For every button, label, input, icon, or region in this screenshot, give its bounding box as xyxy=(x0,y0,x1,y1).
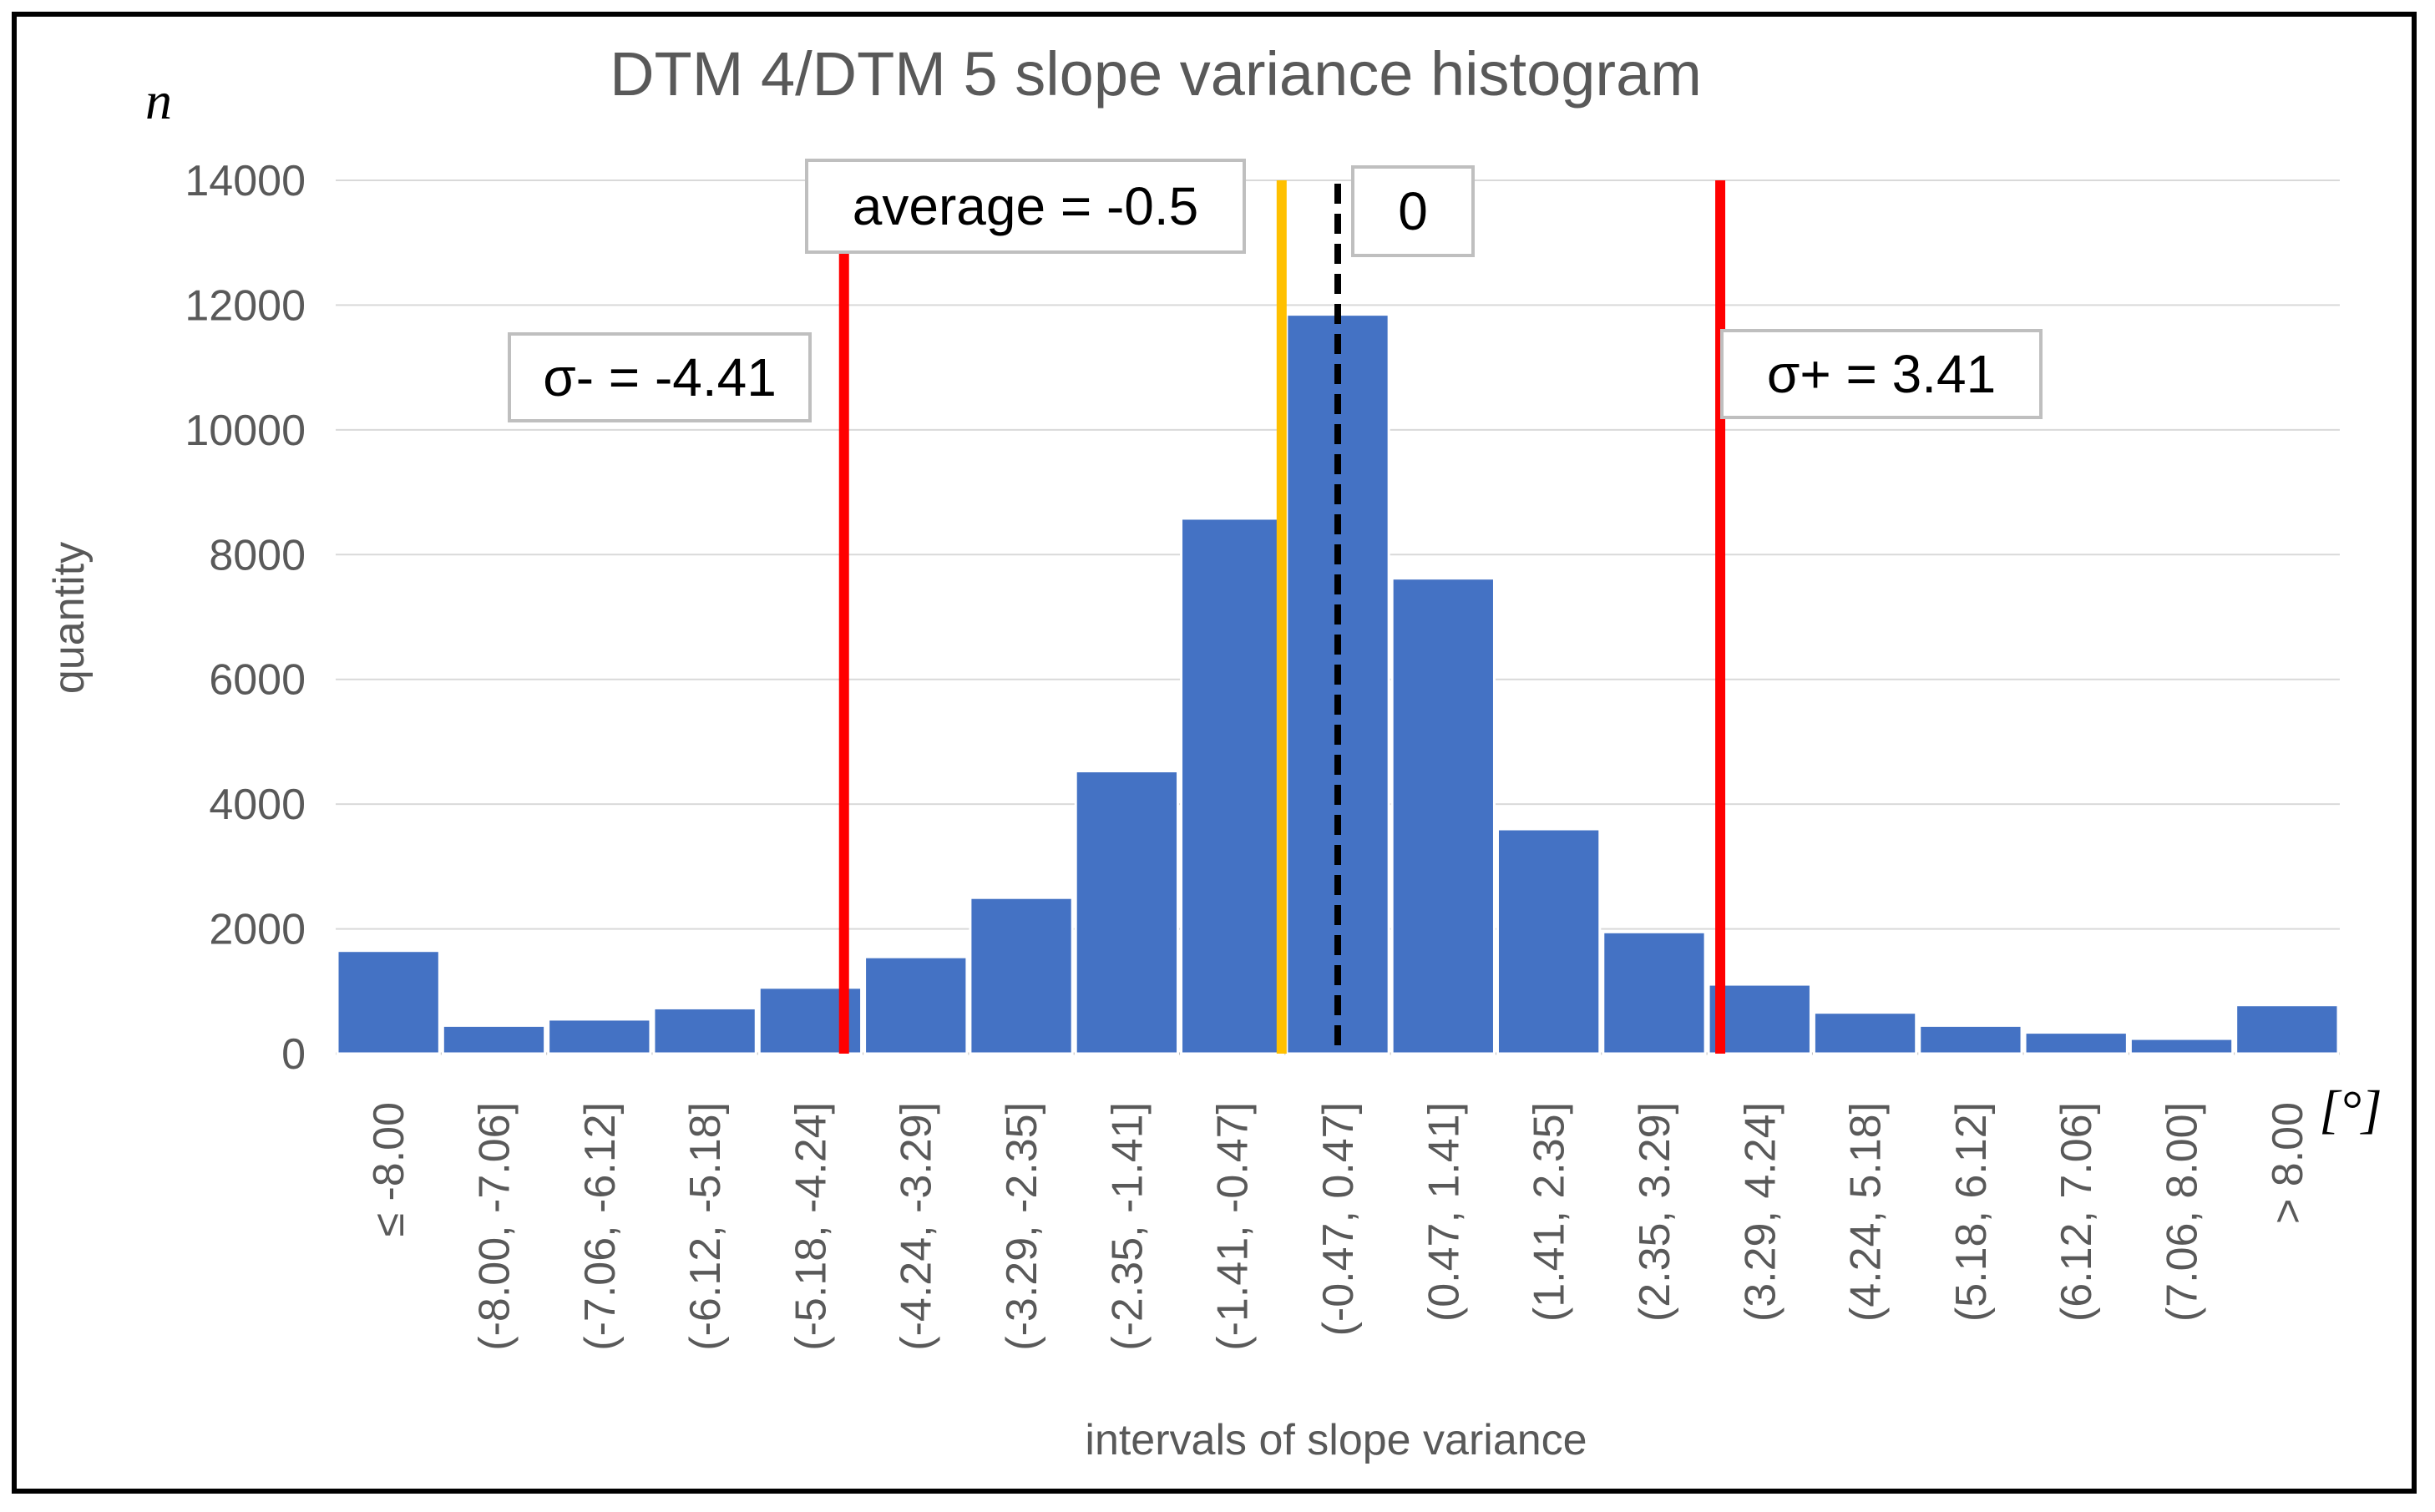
x-tick-label: (0.47, 1.41] xyxy=(1420,1102,1468,1322)
x-tick-label: (-7.06, -6.12] xyxy=(576,1102,625,1351)
bar xyxy=(1180,517,1285,1055)
y-tick-label: 10000 xyxy=(185,407,306,455)
bar xyxy=(2129,1037,2235,1055)
reference-labels: σ- = -4.41 average = -0.5 0 σ+ = 3.41 xyxy=(508,159,2043,422)
bar xyxy=(863,955,969,1055)
sigma-plus-label-box xyxy=(1720,329,2043,419)
sigma-minus-label: σ- = -4.41 xyxy=(543,347,777,407)
x-tick-label: (7.06, 8.00] xyxy=(2159,1102,2207,1322)
reference-lines xyxy=(838,180,1726,1054)
chart-title: DTM 4/DTM 5 slope variance histogram xyxy=(610,39,1702,109)
average-label-box xyxy=(805,159,1246,254)
bar xyxy=(1074,770,1180,1055)
x-tick-label: (-6.12, -5.18] xyxy=(681,1102,730,1351)
x-tick-label: (5.18, 6.12] xyxy=(1947,1102,1996,1322)
bars xyxy=(336,313,2340,1055)
y-tick-label: 14000 xyxy=(185,157,306,205)
y-symbol-label: n xyxy=(145,71,172,130)
bar xyxy=(1390,577,1496,1055)
average-label: average = -0.5 xyxy=(853,176,1199,236)
bar xyxy=(2235,1004,2340,1055)
y-tick-label: 6000 xyxy=(209,656,306,705)
chart-frame: 0 2000 4000 6000 8000 10000 12000 14000 ≤ -8.00… xyxy=(12,12,2417,1494)
x-tick-label: (1.41, 2.35] xyxy=(1526,1102,1574,1322)
sigma-minus-label-box xyxy=(508,332,812,422)
bar xyxy=(1496,827,1602,1055)
x-axis-title: intervals of slope variance xyxy=(1085,1416,1587,1464)
x-unit-label: [°] xyxy=(2319,1080,2382,1139)
x-tick-label: (3.29, 4.24] xyxy=(1736,1102,1784,1322)
x-tick-label: (4.24, 5.18] xyxy=(1842,1102,1891,1322)
x-tick-label: ≤ -8.00 xyxy=(365,1102,413,1237)
x-tick-label: (-3.29, -2.35] xyxy=(998,1102,1046,1351)
bar xyxy=(969,896,1074,1055)
bar xyxy=(652,1006,757,1055)
y-tick-label: 8000 xyxy=(209,531,306,579)
x-tick-label: (-5.18, -4.24] xyxy=(787,1102,835,1351)
y-tick-labels: 0 2000 4000 6000 8000 10000 12000 14000 xyxy=(185,157,306,1079)
bar xyxy=(441,1024,547,1055)
bar xyxy=(1918,1024,2023,1055)
y-tick-label: 12000 xyxy=(185,281,306,330)
x-tick-label: > 8.00 xyxy=(2264,1102,2312,1224)
bar xyxy=(1707,983,1812,1055)
x-tick-label: (6.12, 7.06] xyxy=(2053,1102,2101,1322)
x-tick-label: (-4.24, -3.29] xyxy=(893,1102,941,1351)
bar xyxy=(2023,1031,2129,1055)
y-axis-title: quantity xyxy=(45,542,94,694)
x-tick-label: (2.35, 3.29] xyxy=(1631,1102,1679,1322)
x-tick-label: (-0.47, 0.47] xyxy=(1314,1102,1363,1336)
x-tick-label: (-2.35, -1.41] xyxy=(1103,1102,1152,1351)
histogram-chart: 0 2000 4000 6000 8000 10000 12000 14000 ≤ -8.00… xyxy=(45,39,2382,1464)
bar xyxy=(336,949,441,1055)
x-tick-label: (-1.41, -0.47] xyxy=(1209,1102,1258,1351)
bar xyxy=(1602,930,1707,1055)
y-tick-label: 2000 xyxy=(209,906,306,954)
bar xyxy=(1812,1011,1918,1055)
y-tick-label: 4000 xyxy=(209,781,306,829)
x-tick-label: (-8.00, -7.06] xyxy=(470,1102,519,1351)
sigma-plus-label: σ+ = 3.41 xyxy=(1767,344,1996,404)
y-tick-label: 0 xyxy=(281,1030,306,1079)
zero-label-box xyxy=(1351,165,1475,257)
zero-label: 0 xyxy=(1398,181,1428,241)
bar xyxy=(547,1018,652,1055)
x-tick-labels: ≤ -8.00 (-8.00, -7.06] (-7.06, -6.12] (-6.1… xyxy=(365,1102,2312,1351)
